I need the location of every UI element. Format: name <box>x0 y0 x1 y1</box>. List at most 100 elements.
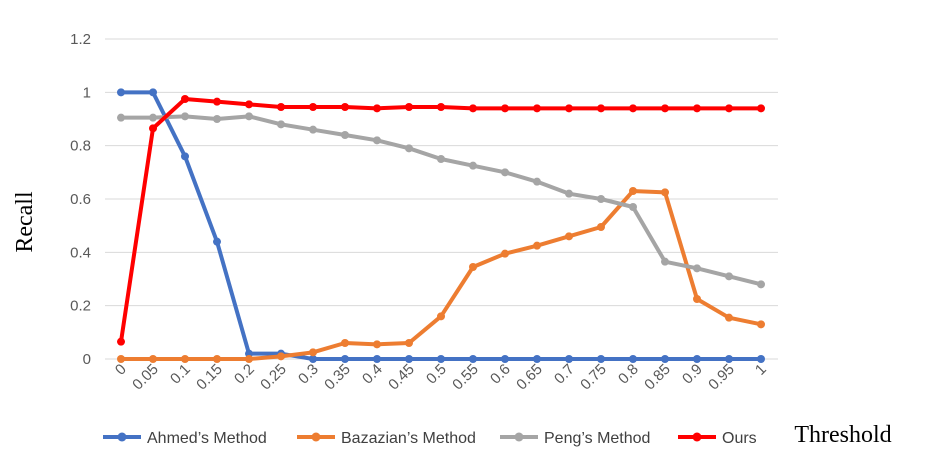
legend-swatch-marker <box>514 432 524 442</box>
data-point <box>533 177 541 186</box>
data-point <box>533 241 541 250</box>
data-point <box>501 104 509 113</box>
data-point <box>437 103 445 111</box>
x-tick-label: 0.85 <box>641 361 674 394</box>
data-point <box>277 103 285 111</box>
x-tick-label: 0.3 <box>295 361 322 388</box>
data-point <box>373 340 381 349</box>
data-point <box>757 280 765 289</box>
data-point <box>245 355 253 363</box>
data-point <box>693 295 701 303</box>
data-point <box>469 161 477 170</box>
y-tick-label: 1.2 <box>70 31 91 48</box>
data-point <box>693 264 701 273</box>
data-point <box>181 152 189 161</box>
data-point <box>629 104 637 113</box>
legend-item: Bazazian’s Method <box>297 430 476 447</box>
x-tick-label: 0.7 <box>551 361 578 388</box>
data-point <box>437 155 445 163</box>
legend-label: Bazazian’s Method <box>341 430 476 447</box>
y-tick-label: 0.4 <box>70 244 91 261</box>
data-point <box>501 249 509 258</box>
y-tick-label: 0.6 <box>70 191 91 208</box>
data-point <box>341 131 349 139</box>
data-point <box>469 263 477 271</box>
x-tick-label: 0.2 <box>231 361 258 388</box>
x-tick-label: 0.1 <box>167 361 194 388</box>
data-point <box>213 97 221 106</box>
x-tick-label: 0.45 <box>385 361 418 394</box>
series-line <box>119 189 763 361</box>
data-point <box>245 112 253 121</box>
data-point <box>373 136 381 145</box>
data-point <box>533 355 541 363</box>
x-tick-label: 1 <box>752 361 770 379</box>
x-tick-label: 0.95 <box>705 361 738 394</box>
gridlines <box>105 38 778 360</box>
x-tick-label: 0.25 <box>257 361 290 394</box>
legend-swatch-marker <box>311 432 321 442</box>
series-1 <box>117 88 765 363</box>
y-tick-label: 0.2 <box>70 298 91 315</box>
data-point <box>149 124 157 133</box>
series-2 <box>117 187 765 363</box>
data-point <box>629 187 637 195</box>
data-point <box>405 144 413 153</box>
data-point <box>597 223 605 231</box>
data-point <box>501 168 509 177</box>
x-tick-label: 0.65 <box>513 361 546 394</box>
data-point <box>725 313 733 322</box>
data-point <box>117 88 125 97</box>
y-tick-label: 0.8 <box>70 138 91 155</box>
data-point <box>373 355 381 363</box>
data-point <box>117 337 125 346</box>
data-point <box>661 355 669 363</box>
data-point <box>181 355 189 363</box>
x-tick-label: 0 <box>112 361 130 379</box>
data-point <box>661 257 669 266</box>
data-point <box>661 188 669 197</box>
data-point <box>725 104 733 113</box>
data-point <box>629 355 637 363</box>
data-point <box>309 125 317 134</box>
data-point <box>149 113 157 122</box>
data-point <box>597 104 605 113</box>
x-tick-label: 0.6 <box>487 361 514 388</box>
data-point <box>469 355 477 363</box>
data-point <box>245 100 253 109</box>
data-point <box>277 352 285 361</box>
data-point <box>341 355 349 363</box>
data-point <box>725 355 733 363</box>
data-point <box>277 120 285 129</box>
data-point <box>565 232 573 241</box>
data-point <box>309 103 317 111</box>
data-point <box>309 355 317 363</box>
data-point <box>565 104 573 113</box>
y-axis-label: Recall <box>12 191 38 253</box>
data-point <box>341 339 349 347</box>
x-axis-ticks: 0 0.05 0.1 0.15 0.2 0.25 0.3 0.35 0.4 0.45 0.5 0.55… <box>112 361 770 394</box>
data-point <box>437 355 445 363</box>
data-point <box>597 355 605 363</box>
x-tick-label: 0.05 <box>129 361 162 394</box>
data-point <box>405 103 413 111</box>
data-point <box>629 203 637 211</box>
x-tick-label: 0.15 <box>193 361 226 394</box>
x-tick-label: 0.75 <box>577 361 610 394</box>
data-point <box>213 237 221 246</box>
x-tick-label: 0.35 <box>321 361 354 394</box>
data-point <box>181 95 189 103</box>
data-point <box>117 113 125 122</box>
data-point <box>405 355 413 363</box>
data-point <box>149 88 157 97</box>
x-tick-label: 0.5 <box>423 361 450 388</box>
data-point <box>213 355 221 363</box>
data-point <box>725 272 733 281</box>
legend-item: Ours <box>678 430 757 447</box>
data-point <box>117 355 125 363</box>
series-group <box>117 88 765 363</box>
legend-item: Ahmed’s Method <box>103 430 267 447</box>
legend: Ahmed’s Method Bazazian’s Method Peng’s Me… <box>103 430 757 447</box>
series-4 <box>117 95 765 346</box>
